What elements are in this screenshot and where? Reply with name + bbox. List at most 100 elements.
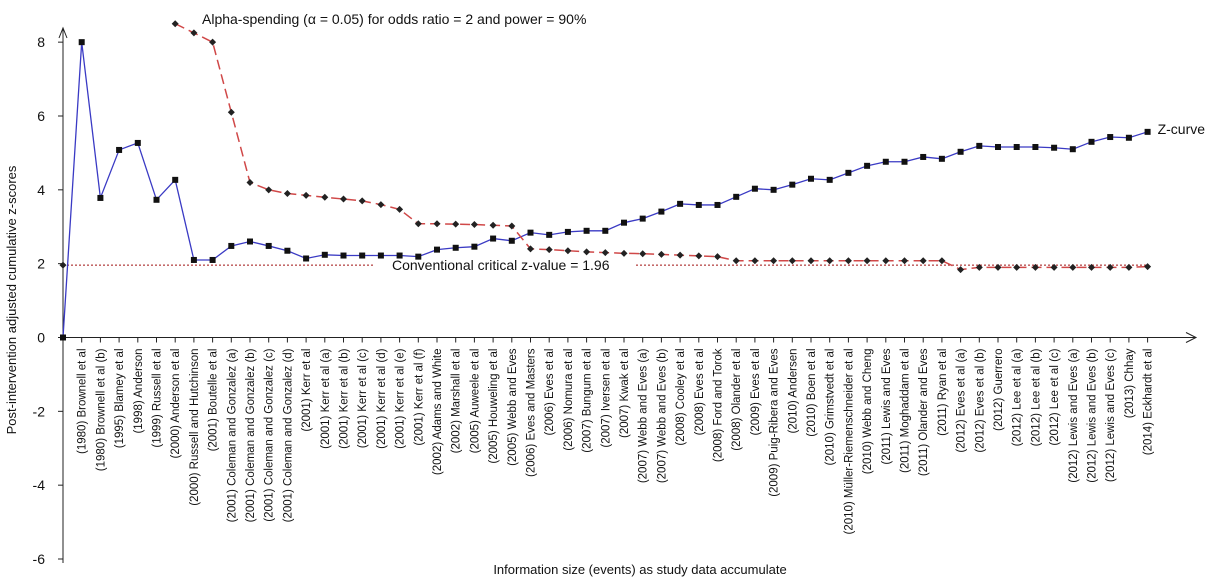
x-tick-label: (1998) Anderson [133, 348, 145, 433]
point [583, 227, 590, 234]
x-tick-label: (2001) Kerr et al [301, 348, 313, 431]
point [1144, 128, 1151, 135]
point [546, 231, 553, 238]
point [153, 196, 160, 203]
x-tick-label: (2005) Auweele et al [469, 348, 481, 453]
point [882, 257, 890, 265]
point [265, 242, 272, 249]
point [171, 20, 179, 28]
x-tick-label: (2012) Eves et al (b) [974, 348, 986, 452]
x-tick-label: (2010) Boen et al [806, 348, 818, 436]
x-tick-label: (2006) Nomura et al [563, 348, 575, 450]
critical-marker [59, 261, 67, 269]
x-tick-label: (2009) Puig-Ribera and Eves [769, 348, 781, 497]
y-tick-label: 6 [37, 108, 45, 124]
y-tick-label: 0 [37, 329, 45, 345]
x-tick-label: (2009) Eves et al [750, 348, 762, 435]
x-tick-label: (2010) Andersen [787, 348, 799, 433]
point [227, 108, 235, 116]
x-tick-label: (2005) Houweling et al [488, 348, 500, 463]
point [508, 237, 515, 244]
x-tick-label: (2010) Webb and Cheng [862, 348, 874, 474]
x-tick-label: (2011) Lewis and Eves [881, 348, 893, 464]
point [602, 227, 609, 234]
y-axis-arrow [58, 26, 68, 39]
point [1106, 263, 1114, 271]
x-tick-label: (2012) Lewis and Eves (a) [1068, 348, 1080, 482]
point [116, 146, 123, 153]
point [1013, 263, 1021, 271]
point [901, 158, 908, 165]
point [414, 220, 422, 228]
x-tick-label: (2000) Russell and Hutchinson [189, 348, 201, 505]
point [770, 257, 778, 265]
x-tick-label: (2007) Iversen et al [600, 348, 612, 447]
point [564, 247, 572, 255]
point [788, 257, 796, 265]
point [695, 201, 702, 208]
point [1069, 146, 1076, 153]
x-tick-label: (2001) Kerr et al (b) [339, 348, 351, 449]
point [377, 201, 385, 209]
point [733, 193, 740, 200]
point [1069, 263, 1077, 271]
point [134, 139, 141, 146]
point [1032, 143, 1039, 150]
x-tick-label: (1999) Russell et al [152, 348, 164, 447]
point [1107, 134, 1114, 141]
point [433, 220, 441, 228]
series-label: Z-curve [1158, 121, 1206, 137]
x-tick-label: (2012) Guerrero [993, 348, 1005, 430]
point [209, 38, 217, 46]
point [826, 257, 834, 265]
series-label: Alpha-spending (α = 0.05) for odds ratio… [202, 11, 586, 27]
x-tick-label: (1980) Brownell et al (b) [95, 348, 107, 471]
point [247, 238, 253, 245]
point [265, 186, 273, 194]
point [845, 169, 852, 176]
x-tick-label: (2001) Coleman and Gonzalez (a) [226, 348, 238, 522]
point [677, 200, 684, 207]
x-tick-label: (2008) Eves et al [694, 348, 706, 435]
point [1088, 263, 1095, 271]
x-tick-label: (2000) Anderson et al [170, 348, 182, 458]
point [1125, 263, 1133, 271]
point [864, 162, 871, 169]
y-tick-label: 2 [37, 256, 45, 272]
point [359, 252, 366, 259]
point [302, 191, 310, 199]
point [470, 221, 478, 229]
point [938, 155, 945, 162]
x-tick-label: (2006) Eves and Masters [526, 348, 538, 477]
point [1013, 143, 1020, 150]
point [489, 221, 497, 229]
x-tick-label: (2010) Grimstvedt et al [825, 348, 837, 465]
y-tick-label: 4 [37, 182, 45, 198]
point [975, 263, 983, 271]
point [172, 176, 179, 183]
y-tick-label: -6 [33, 551, 46, 567]
point [1088, 138, 1095, 145]
critical-label: Conventional critical z-value = 1.96 [392, 257, 610, 273]
point [321, 251, 328, 258]
x-tick-label: (2001) Kerr et al (c) [357, 348, 369, 448]
point [863, 257, 871, 265]
x-tick-label: (1995) Blamey et al [114, 348, 126, 448]
point [60, 334, 66, 341]
point [658, 208, 665, 215]
x-tick-label: (2001) Boutelle et al [208, 348, 220, 451]
x-tick-label: (2012) Lee et al (b) [1030, 348, 1042, 446]
point [583, 248, 591, 256]
point [808, 175, 814, 182]
x-tick-label: (2001) Kerr et al (a) [320, 348, 332, 449]
point [826, 176, 833, 183]
y-tick-label: -2 [33, 403, 46, 419]
point [919, 257, 927, 265]
x-axis-label: Information size (events) as study data … [493, 562, 786, 577]
point [639, 215, 646, 222]
point [377, 252, 384, 259]
x-tick-label: (2006) Eves et al [544, 348, 556, 435]
point [938, 257, 946, 265]
x-tick-label: (2012) Lee et al (a) [1012, 348, 1024, 446]
